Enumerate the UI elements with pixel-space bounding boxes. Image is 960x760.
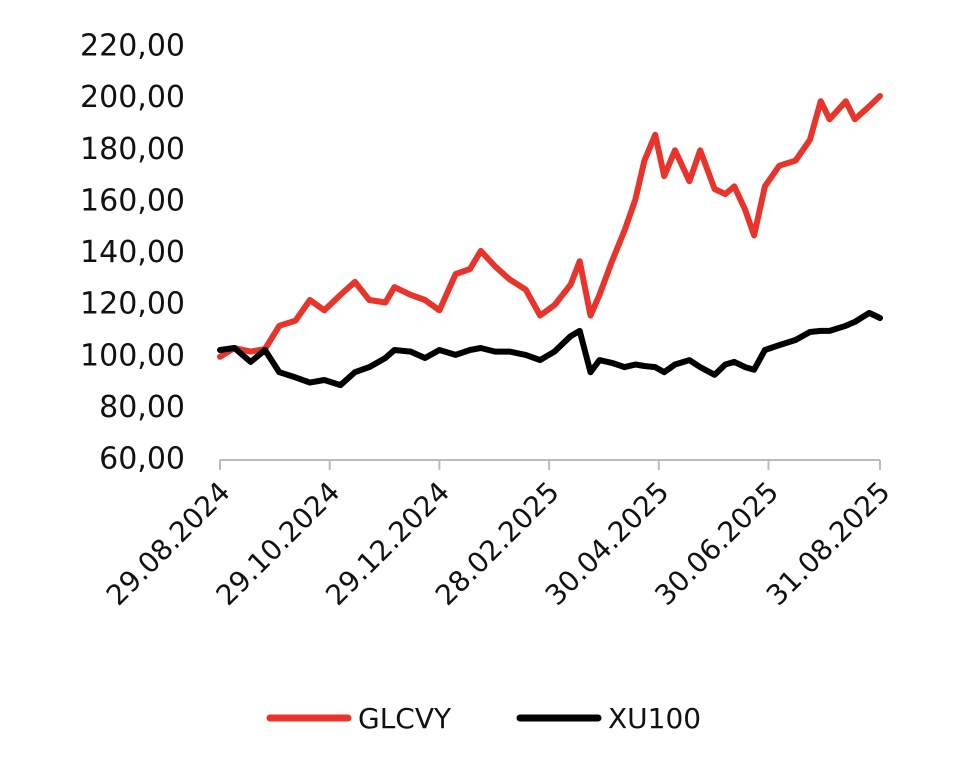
y-tick-label: 80,00 (99, 390, 185, 425)
legend-label: GLCVY (358, 702, 452, 735)
y-tick-label: 100,00 (80, 338, 185, 373)
y-tick-label: 160,00 (80, 183, 185, 218)
y-tick-label: 140,00 (80, 235, 185, 270)
y-tick-label: 200,00 (80, 80, 185, 115)
y-tick-label: 220,00 (80, 29, 185, 64)
y-tick-label: 60,00 (99, 442, 185, 477)
legend-label: XU100 (608, 702, 701, 735)
y-tick-label: 120,00 (80, 287, 185, 322)
line-series (217, 93, 883, 360)
line-series (217, 309, 883, 389)
y-tick-label: 180,00 (80, 132, 185, 167)
